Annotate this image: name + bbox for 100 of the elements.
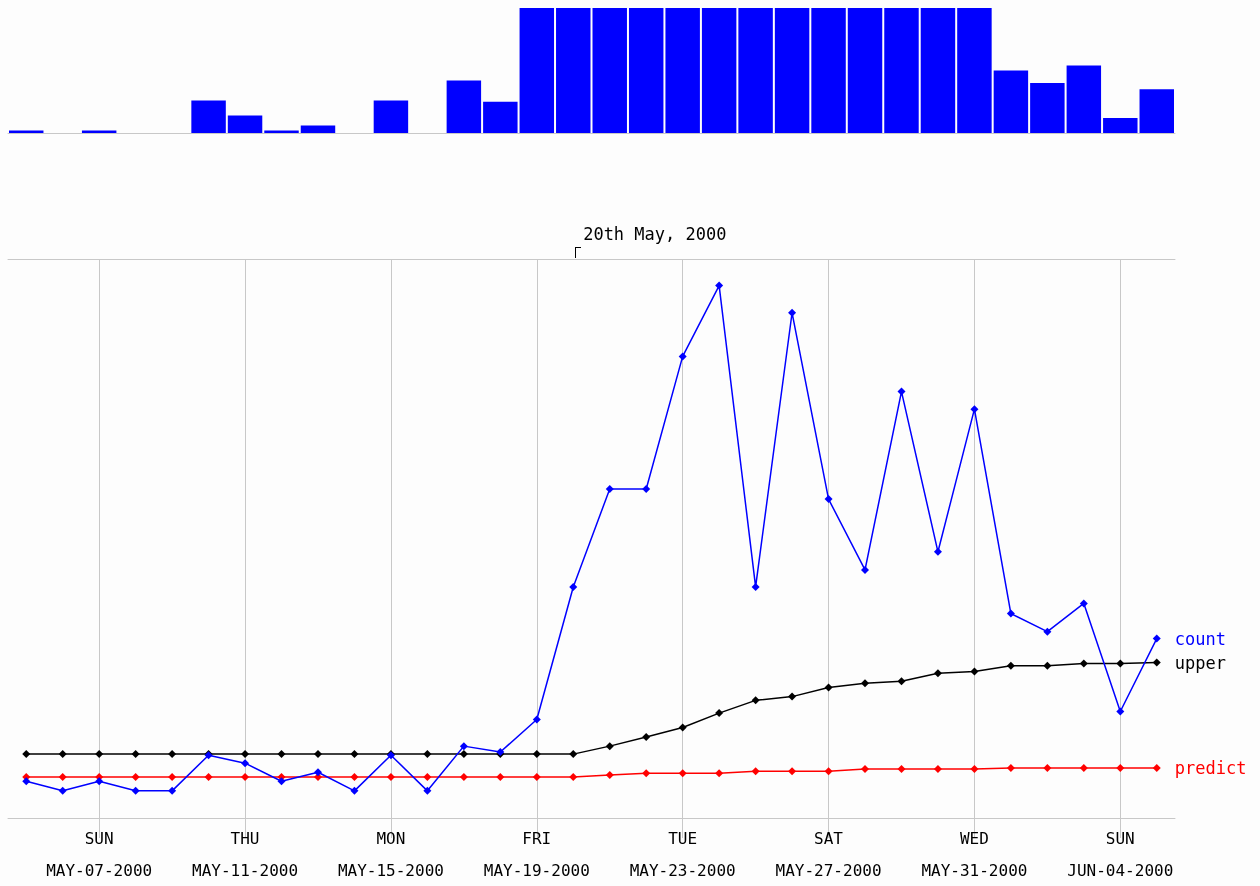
point xyxy=(788,767,797,776)
point xyxy=(313,768,322,777)
point xyxy=(131,750,140,759)
series-label: count xyxy=(1174,628,1226,649)
point xyxy=(1152,634,1161,643)
point xyxy=(131,773,140,782)
point xyxy=(678,723,687,732)
point xyxy=(569,773,578,782)
point xyxy=(1116,659,1125,668)
point xyxy=(1043,627,1052,636)
point xyxy=(933,669,942,678)
series-label: predict xyxy=(1174,757,1247,778)
point xyxy=(1079,659,1088,668)
point xyxy=(423,773,432,782)
point xyxy=(386,773,395,782)
point xyxy=(131,786,140,795)
x-tick-label: WED MAY-31-2000 xyxy=(921,828,1028,880)
point xyxy=(642,484,651,493)
bar xyxy=(1139,89,1174,133)
point xyxy=(715,709,724,718)
point xyxy=(22,750,31,759)
bar xyxy=(993,70,1029,133)
point xyxy=(168,786,177,795)
x-tick-label: MON MAY-15-2000 xyxy=(337,828,444,880)
point xyxy=(897,677,906,686)
point xyxy=(58,750,67,759)
bar xyxy=(519,8,555,133)
point xyxy=(642,769,651,778)
point xyxy=(1043,661,1052,670)
bar xyxy=(884,8,919,133)
point xyxy=(1079,763,1088,772)
point xyxy=(715,769,724,778)
bar xyxy=(811,8,846,133)
point xyxy=(751,696,760,705)
x-tick-label: SAT MAY-27-2000 xyxy=(775,828,882,880)
point xyxy=(241,750,250,759)
point xyxy=(824,767,833,776)
point xyxy=(1152,658,1161,667)
point xyxy=(459,742,468,751)
point xyxy=(605,742,614,751)
point xyxy=(678,769,687,778)
point xyxy=(569,582,578,591)
point xyxy=(95,777,104,786)
bar xyxy=(1030,83,1065,133)
point xyxy=(678,352,687,361)
point xyxy=(58,773,67,782)
point xyxy=(970,405,979,414)
point xyxy=(569,750,578,759)
point xyxy=(350,773,359,782)
bar xyxy=(1066,65,1102,133)
point xyxy=(313,750,322,759)
point xyxy=(204,773,213,782)
point xyxy=(532,750,541,759)
point xyxy=(897,387,906,396)
text: 20th May, 2000 xyxy=(583,223,727,244)
point xyxy=(277,777,286,786)
bar xyxy=(920,8,956,133)
point xyxy=(788,692,797,701)
bar xyxy=(1103,118,1138,133)
bar xyxy=(227,115,263,133)
point xyxy=(1043,763,1052,772)
bar xyxy=(191,100,226,133)
x-tick-label: THU MAY-11-2000 xyxy=(192,828,299,880)
bar xyxy=(847,8,883,133)
point xyxy=(277,750,286,759)
point xyxy=(168,750,177,759)
point xyxy=(168,773,177,782)
point xyxy=(751,582,760,591)
bar xyxy=(592,8,627,133)
point xyxy=(241,773,250,782)
point xyxy=(788,308,797,317)
point xyxy=(605,484,614,493)
point xyxy=(459,750,468,759)
point xyxy=(897,765,906,774)
bar xyxy=(701,8,737,133)
bar xyxy=(628,8,664,133)
point xyxy=(1079,599,1088,608)
point xyxy=(970,667,979,676)
point xyxy=(95,750,104,759)
bar xyxy=(300,125,336,133)
bar xyxy=(957,8,992,133)
point xyxy=(1116,763,1125,772)
point xyxy=(532,773,541,782)
point xyxy=(350,750,359,759)
bar xyxy=(483,101,518,133)
x-tick-label: SUN JUN-04-2000 xyxy=(1067,828,1174,880)
point xyxy=(241,759,250,768)
point xyxy=(605,770,614,779)
point xyxy=(861,765,870,774)
point xyxy=(970,765,979,774)
bar xyxy=(446,80,482,133)
bar xyxy=(373,100,409,133)
x-tick-label: TUE MAY-23-2000 xyxy=(629,828,736,880)
point xyxy=(423,750,432,759)
point xyxy=(861,679,870,688)
point xyxy=(1152,763,1161,772)
point xyxy=(496,773,505,782)
point xyxy=(350,786,359,795)
x-tick-label: FRI MAY-19-2000 xyxy=(483,828,590,880)
point xyxy=(824,495,833,504)
